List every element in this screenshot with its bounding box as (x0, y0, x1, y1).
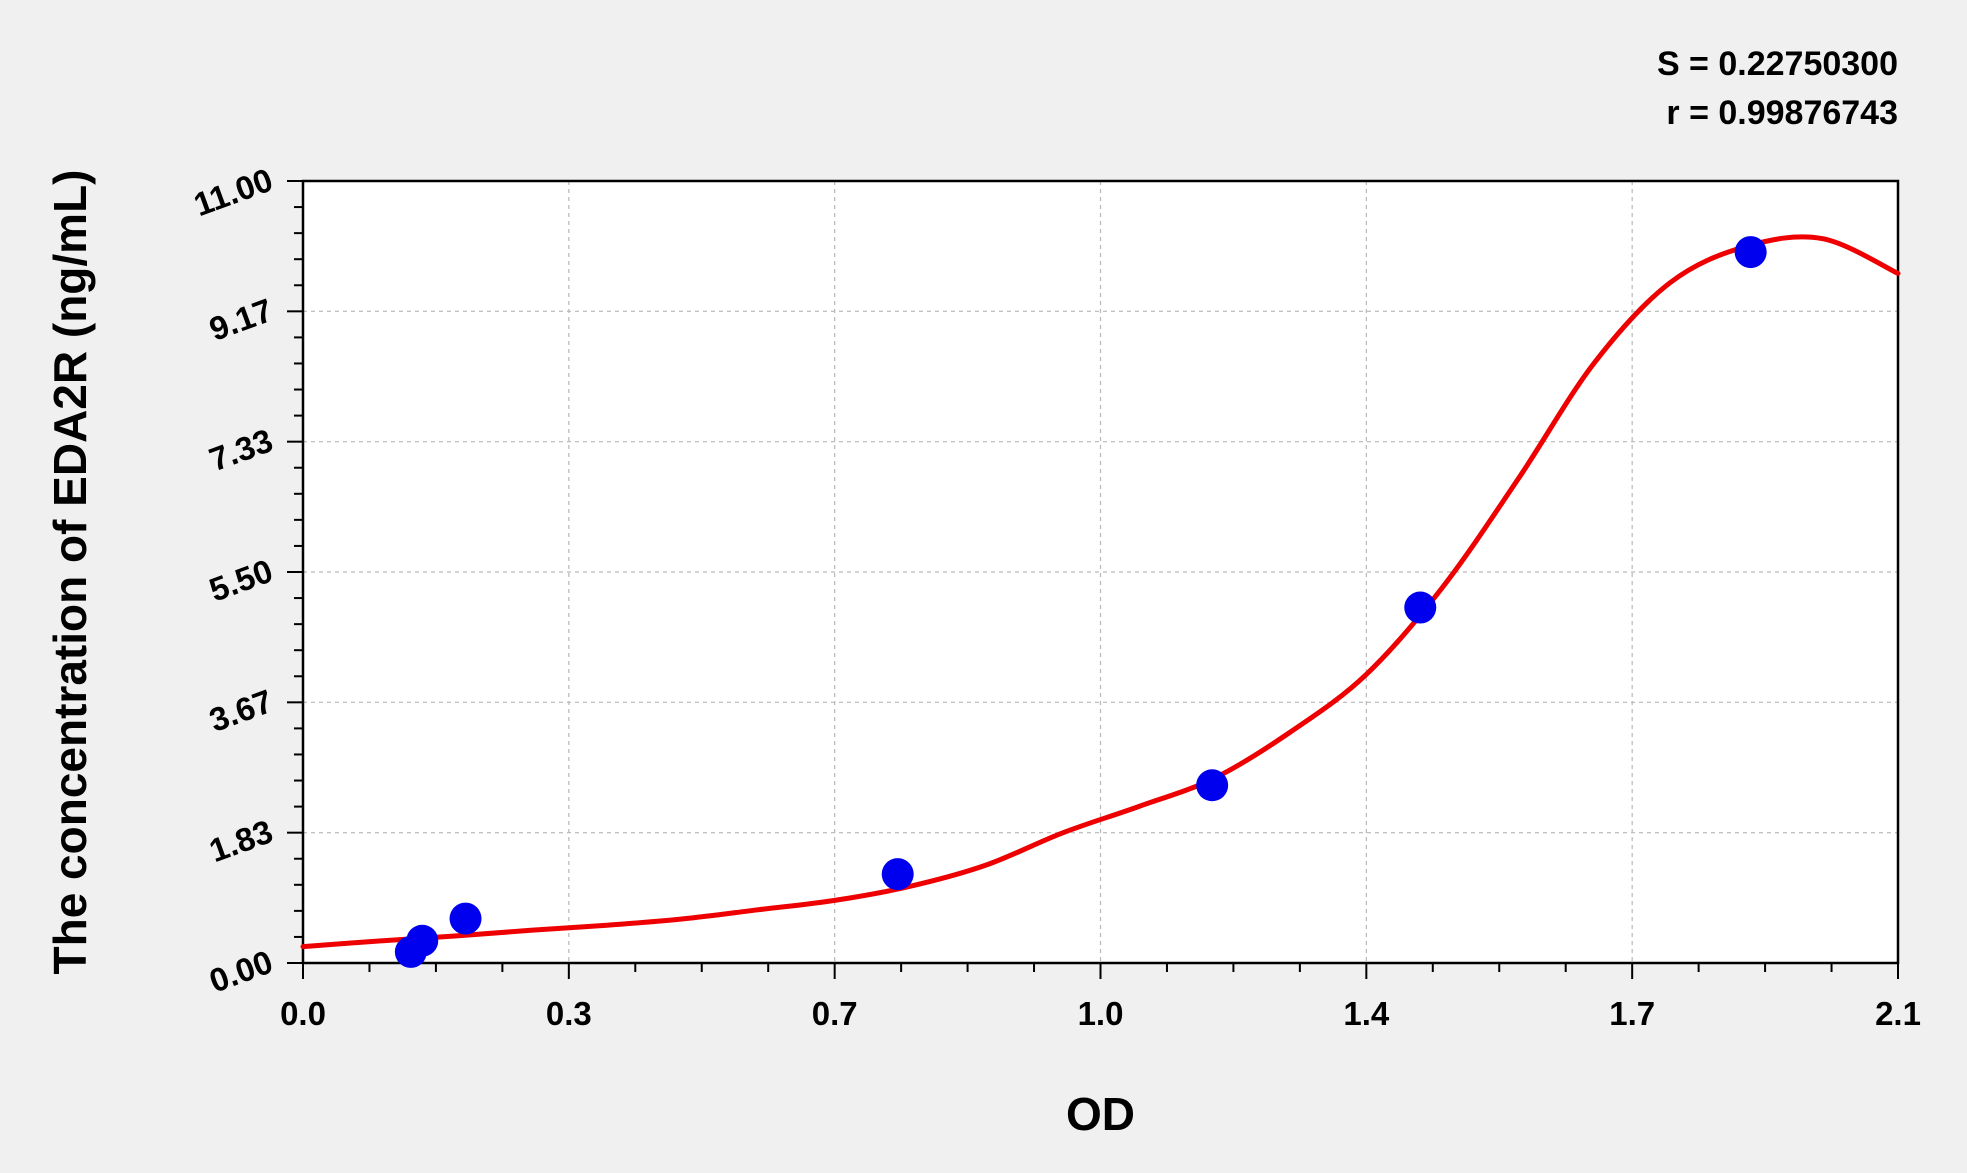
data-point (1734, 236, 1767, 269)
data-point (406, 924, 439, 957)
x-tick-label: 0.0 (280, 995, 326, 1032)
data-point (1196, 769, 1229, 802)
x-tick-label: 0.7 (812, 995, 858, 1032)
grid (303, 181, 1898, 963)
x-tick-label: 1.4 (1343, 995, 1390, 1032)
data-point (1404, 591, 1437, 624)
plot-frame (301, 179, 1900, 965)
x-axis-label: OD (1066, 1088, 1135, 1140)
x-tick-labels: 0.0 0.3 0.7 1.0 1.4 1.7 2.1 (280, 995, 1921, 1032)
x-tick-label: 1.0 (1078, 995, 1124, 1032)
stat-r-value: r = 0.99876743 (1666, 94, 1898, 132)
axis-ticks (287, 180, 1899, 979)
fit-curve (300, 234, 1901, 950)
stat-s-value: S = 0.22750300 (1657, 45, 1898, 83)
y-axis-label: The concentration of EDA2R (ng/mL) (44, 170, 96, 975)
x-tick-label: 2.1 (1875, 995, 1921, 1032)
data-points (394, 236, 1767, 968)
x-tick-label: 0.3 (546, 995, 592, 1032)
data-point (881, 858, 914, 891)
data-point (449, 902, 482, 935)
x-tick-label: 1.7 (1609, 995, 1655, 1032)
